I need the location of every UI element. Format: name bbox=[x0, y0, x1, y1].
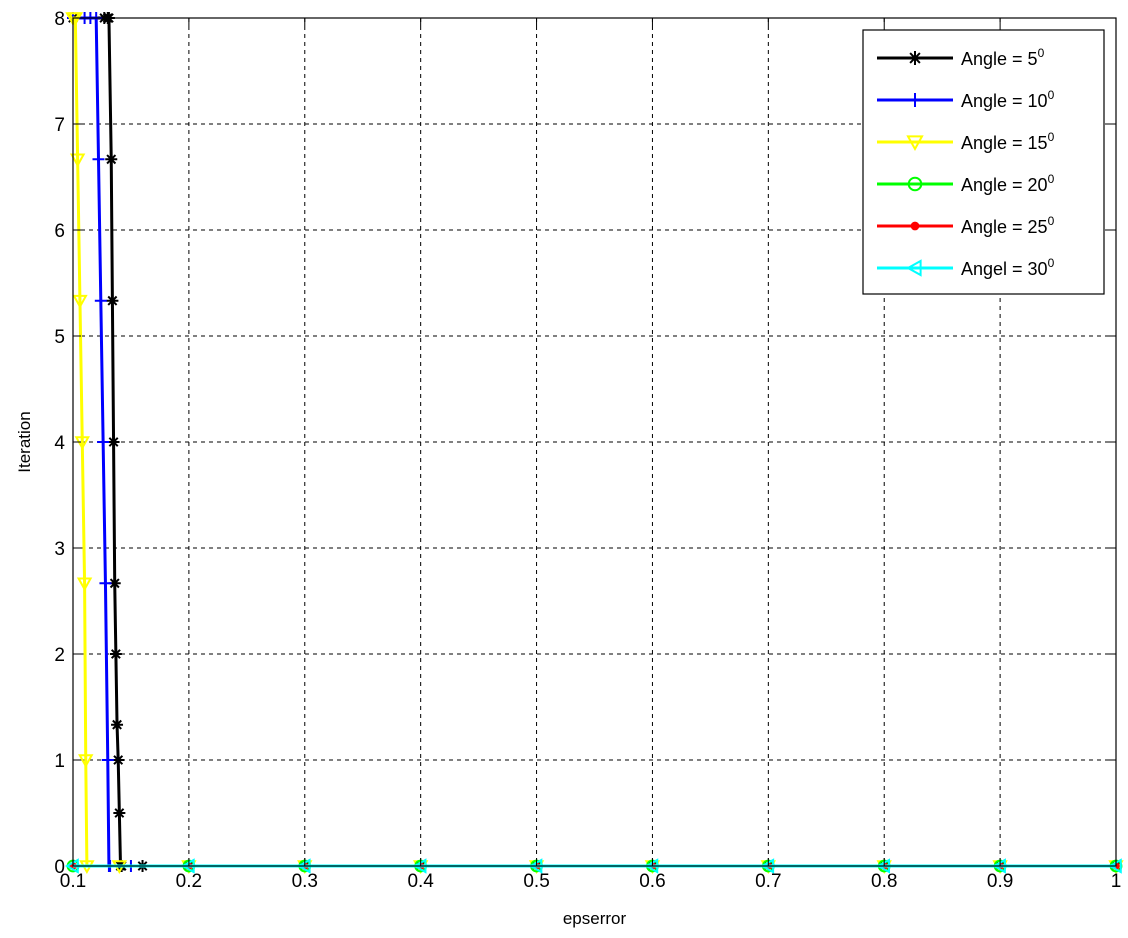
x-tick-label: 0.1 bbox=[60, 871, 86, 892]
x-tick-label: 0.5 bbox=[523, 871, 549, 892]
data-point bbox=[97, 436, 110, 448]
x-tick-label: 0.8 bbox=[871, 871, 897, 892]
legend-label: Angle = 150 bbox=[961, 130, 1055, 153]
x-tick-label: 0.6 bbox=[639, 871, 665, 892]
data-point bbox=[101, 754, 114, 766]
data-point bbox=[99, 577, 112, 590]
y-tick-label: 6 bbox=[54, 221, 65, 242]
legend-entry: Angle = 50 bbox=[877, 46, 1045, 69]
data-point bbox=[105, 153, 118, 166]
x-tick-label: 0.7 bbox=[755, 871, 781, 892]
data-point bbox=[112, 754, 125, 766]
legend-label: Angle = 50 bbox=[961, 46, 1045, 69]
y-tick-label: 4 bbox=[54, 433, 65, 454]
x-tick-label: 0.9 bbox=[987, 871, 1013, 892]
data-point bbox=[78, 754, 94, 769]
legend-label: Angel = 300 bbox=[961, 256, 1055, 279]
data-point bbox=[74, 436, 90, 451]
data-point bbox=[109, 648, 122, 660]
y-tick-label: 1 bbox=[54, 751, 65, 772]
tick-layer: 0.1 0.2 0.3 0.4 0.5 0.6 0.7 0.8 0.9 1 0 1 2 3 4 5 6 7 8 bbox=[54, 9, 1121, 892]
grid bbox=[73, 18, 1116, 866]
x-tick-label: 0.2 bbox=[176, 871, 202, 892]
x-axis-label: epserror bbox=[563, 909, 627, 928]
legend-box bbox=[862, 29, 1105, 295]
legend-marker bbox=[907, 176, 923, 192]
legend-label: Angle = 100 bbox=[961, 88, 1055, 111]
legend-entry: Angel = 300 bbox=[877, 256, 1055, 279]
legend-marker bbox=[908, 51, 922, 65]
data-point bbox=[69, 153, 86, 168]
data-point bbox=[92, 153, 105, 166]
data-point bbox=[76, 577, 93, 592]
y-tick-label: 2 bbox=[54, 645, 65, 666]
legend-entry: Angle = 150 bbox=[877, 130, 1055, 153]
legend: Angle = 50 Angle = 100 Angle = 150 Angle = … bbox=[862, 29, 1105, 295]
legend-marker bbox=[905, 259, 922, 277]
data-point bbox=[94, 294, 107, 307]
legend-label: Angle = 200 bbox=[961, 172, 1055, 195]
data-point bbox=[106, 294, 119, 307]
legend-entry: Angle = 100 bbox=[877, 88, 1055, 111]
x-tick-label: 0.4 bbox=[407, 871, 434, 892]
legend-marker bbox=[906, 135, 924, 152]
y-tick-label: 8 bbox=[54, 9, 65, 30]
data-point bbox=[108, 577, 121, 590]
legend-marker bbox=[910, 221, 920, 231]
x-tick-label: 1 bbox=[1111, 871, 1122, 892]
legend-entry: Angle = 200 bbox=[877, 172, 1055, 195]
y-tick-label: 7 bbox=[54, 115, 65, 136]
legend-label: Angle = 250 bbox=[961, 214, 1055, 237]
data-point bbox=[72, 294, 88, 309]
data-point bbox=[113, 807, 126, 819]
y-axis-label: Iteration bbox=[15, 411, 34, 472]
y-tick-label: 3 bbox=[54, 539, 65, 560]
data-point bbox=[107, 436, 120, 448]
y-tick-label: 5 bbox=[54, 327, 65, 348]
data-point bbox=[111, 718, 124, 731]
legend-marker bbox=[908, 93, 922, 107]
y-tick-label: 0 bbox=[54, 857, 65, 878]
x-tick-label: 0.3 bbox=[292, 871, 318, 892]
legend-entry: Angle = 250 bbox=[877, 214, 1055, 237]
